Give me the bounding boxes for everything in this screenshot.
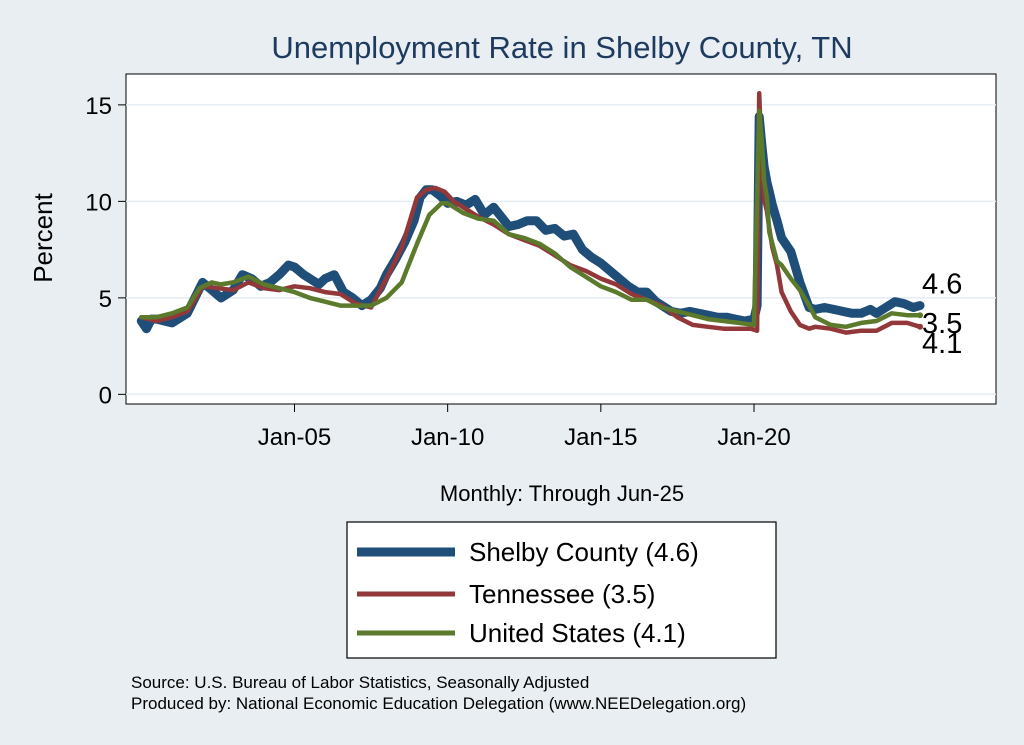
gridlines [126, 104, 996, 396]
x-tick-label-3: Jan-20 [717, 424, 790, 451]
end-marker-1 [917, 323, 924, 330]
y-tick-label-10: 10 [85, 189, 112, 216]
end-label-tennessee: 3.5 [922, 308, 962, 340]
x-tick-label-1: Jan-10 [411, 424, 484, 451]
legend: Shelby County (4.6) Tennessee (3.5) Unit… [346, 521, 777, 659]
end-labels: 4.6 3.54.1 [917, 269, 962, 360]
source-note: Source: U.S. Bureau of Labor Statistics,… [131, 673, 589, 692]
y-axis: 0 5 10 15 [85, 93, 126, 409]
y-tick-label-5: 5 [99, 286, 112, 313]
x-tick-label-2: Jan-15 [564, 424, 637, 451]
y-tick-label-0: 0 [99, 382, 112, 409]
series-line-us [139, 108, 923, 330]
chart-title: Unemployment Rate in Shelby County, TN [271, 30, 852, 65]
plot-area: 0 5 10 15 Jan-05 Jan-10 Jan-15 Jan-20 4.6 3.54.… [85, 73, 997, 451]
series-lines [136, 91, 925, 335]
end-marker-0 [917, 302, 924, 309]
y-axis-label: Percent [28, 192, 58, 282]
x-tick-label-0: Jan-05 [258, 424, 331, 451]
x-axis: Jan-05 Jan-10 Jan-15 Jan-20 [258, 404, 791, 451]
legend-label-us: United States (4.1) [469, 618, 686, 648]
y-tick-label-15: 15 [85, 93, 112, 120]
end-label-us: 4.1 [922, 328, 962, 360]
x-axis-label: Monthly: Through Jun-25 [440, 481, 684, 506]
series-line-shelby [136, 112, 925, 334]
end-label-shelby: 4.6 [922, 269, 962, 301]
end-marker-2 [917, 312, 924, 319]
legend-label-tennessee: Tennessee (3.5) [469, 579, 655, 609]
producer-note: Produced by: National Economic Education… [131, 694, 746, 713]
legend-label-shelby: Shelby County (4.6) [469, 537, 699, 567]
